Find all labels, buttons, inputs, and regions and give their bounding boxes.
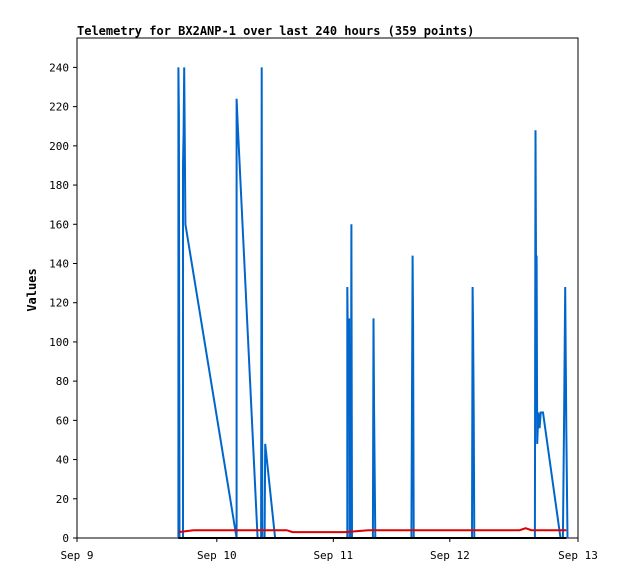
y-tick-label: 240: [49, 61, 69, 74]
y-tick-label: 80: [56, 375, 69, 388]
y-tick-label: 200: [49, 140, 69, 153]
y-tick-label: 60: [56, 414, 69, 427]
y-tick-label: 100: [49, 336, 69, 349]
series-line-1: [178, 527, 567, 534]
chart-title: Telemetry for BX2ANP-1 over last 240 hou…: [77, 24, 474, 38]
y-tick-label: 120: [49, 297, 69, 310]
x-tick-label: Sep 12: [430, 549, 470, 562]
x-tick-label: Sep 10: [197, 549, 237, 562]
y-axis-label: Values: [25, 268, 39, 311]
y-tick-label: 40: [56, 454, 69, 467]
series-layer: [177, 67, 569, 539]
y-tick-label: 0: [62, 532, 69, 545]
plot-area: [76, 37, 579, 539]
y-tick-label: 220: [49, 101, 69, 114]
y-axis: 0 20 40 60 80 100 120 140 160 180 200 220 240: [49, 61, 77, 545]
x-tick-label: Sep 13: [558, 549, 598, 562]
y-tick-label: 140: [49, 257, 69, 270]
x-tick-label: Sep 9: [60, 549, 93, 562]
y-tick-label: 160: [49, 218, 69, 231]
series-line-0: [177, 67, 569, 539]
y-tick-label: 20: [56, 493, 69, 506]
y-tick-label: 180: [49, 179, 69, 192]
x-axis: Sep 9 Sep 10 Sep 11 Sep 12 Sep 13: [60, 538, 598, 562]
x-tick-label: Sep 11: [313, 549, 353, 562]
